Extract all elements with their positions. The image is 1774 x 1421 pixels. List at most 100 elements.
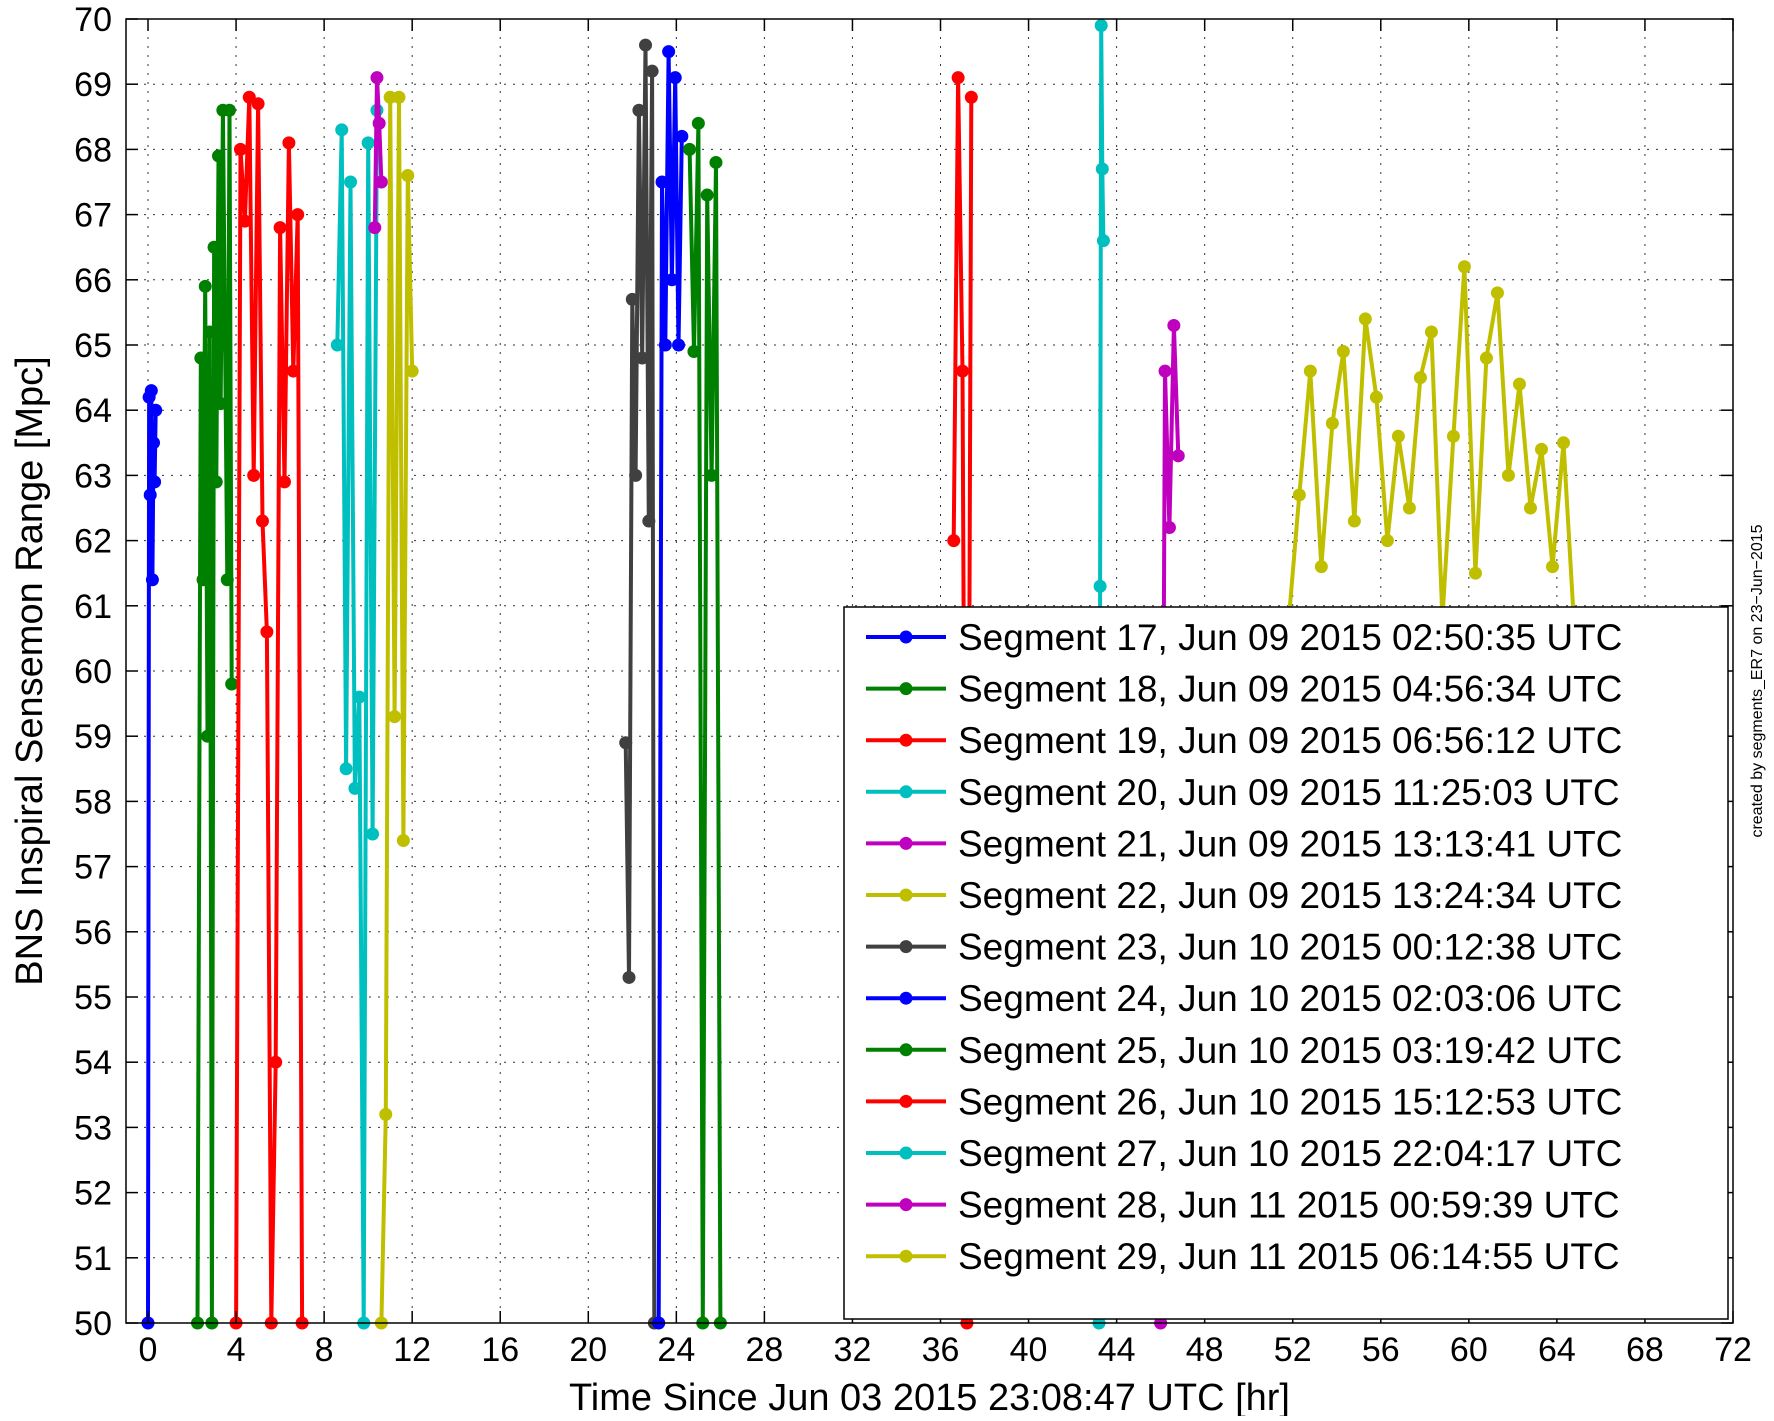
created-by-note: created by segments_ER7 on 23−Jun−2015 [1749, 524, 1766, 837]
y-tick-label: 55 [74, 979, 112, 1017]
data-point [625, 292, 639, 306]
legend-swatch-marker [899, 1043, 913, 1057]
data-point [366, 827, 380, 841]
data-point [1167, 318, 1181, 332]
legend-item: Segment 22, Jun 09 2015 13:24:34 UTC [866, 875, 1622, 916]
data-point [348, 781, 362, 795]
data-point [198, 279, 212, 293]
x-tick-label: 24 [657, 1331, 695, 1369]
data-point [196, 573, 210, 587]
x-tick-label: 64 [1538, 1331, 1576, 1369]
legend-swatch-marker [899, 1249, 913, 1263]
data-point [1468, 566, 1482, 580]
data-point [238, 214, 252, 228]
series-9 [683, 116, 727, 1330]
data-point [1369, 390, 1383, 404]
data-point [222, 103, 236, 117]
y-tick-label: 67 [74, 197, 112, 235]
legend-swatch-marker [899, 785, 913, 799]
legend-swatch-marker [899, 1198, 913, 1212]
data-point [374, 175, 388, 189]
data-point [639, 38, 653, 52]
data-point [1424, 325, 1438, 339]
legend-item: Segment 27, Jun 10 2015 22:04:17 UTC [866, 1133, 1622, 1174]
x-tick-label: 56 [1362, 1331, 1400, 1369]
data-point [200, 729, 214, 743]
data-point [1391, 429, 1405, 443]
legend-item: Segment 21, Jun 09 2015 13:13:41 UTC [866, 823, 1622, 864]
x-tick-label: 48 [1186, 1331, 1224, 1369]
legend-swatch-marker [899, 733, 913, 747]
data-point [683, 142, 697, 156]
y-tick-label: 69 [74, 66, 112, 104]
y-tick-label: 68 [74, 131, 112, 169]
data-point [629, 468, 643, 482]
data-point [251, 97, 265, 111]
x-tick-label: 20 [569, 1331, 607, 1369]
data-point [1556, 436, 1570, 450]
data-point [700, 188, 714, 202]
x-tick-label: 72 [1714, 1331, 1752, 1369]
legend-swatch-marker [899, 940, 913, 954]
data-point [379, 1107, 393, 1121]
legend-item: Segment 25, Jun 10 2015 03:19:42 UTC [866, 1030, 1622, 1071]
data-point [225, 677, 239, 691]
data-point [211, 149, 225, 163]
series-line [234, 95, 305, 1325]
x-tick-label: 32 [834, 1331, 872, 1369]
series-line [623, 43, 657, 1324]
data-point [352, 690, 366, 704]
data-point [709, 155, 723, 169]
data-point [405, 364, 419, 378]
legend-label: Segment 21, Jun 09 2015 13:13:41 UTC [958, 823, 1622, 864]
x-tick-label: 12 [393, 1331, 431, 1369]
data-point [269, 1055, 283, 1069]
data-point [149, 403, 163, 417]
axis-ticks: 0 4 8 12 16 20 24 28 32 36 40 44 48 52 56 60 64 68 7250515… [74, 1, 1752, 1369]
data-point [209, 475, 223, 489]
legend: Segment 17, Jun 09 2015 02:50:35 UTC Segm… [843, 606, 1729, 1320]
data-point [291, 208, 305, 222]
data-point [1534, 442, 1548, 456]
legend-label: Segment 17, Jun 09 2015 02:50:35 UTC [958, 617, 1622, 658]
series-line [335, 110, 379, 1325]
data-point [247, 468, 261, 482]
series-line [372, 75, 384, 228]
data-point [1094, 19, 1108, 33]
legend-swatch-marker [899, 888, 913, 902]
data-point [1457, 260, 1471, 274]
series-line [379, 95, 415, 1324]
legend-label: Segment 24, Jun 10 2015 02:03:06 UTC [958, 978, 1622, 1019]
y-tick-label: 57 [74, 849, 112, 887]
legend-label: Segment 28, Jun 11 2015 00:59:39 UTC [958, 1185, 1620, 1226]
data-point [370, 71, 384, 85]
data-point [277, 475, 291, 489]
series-line [656, 49, 684, 1324]
legend-swatch-marker [899, 630, 913, 644]
data-point [1402, 501, 1416, 515]
x-tick-label: 52 [1274, 1331, 1312, 1369]
legend-item: Segment 29, Jun 11 2015 06:14:55 UTC [866, 1236, 1620, 1277]
y-tick-label: 61 [74, 588, 112, 626]
data-point [1292, 488, 1306, 502]
legend-label: Segment 26, Jun 10 2015 15:12:53 UTC [958, 1081, 1622, 1122]
data-point [658, 338, 672, 352]
data-point [388, 710, 402, 724]
legend-swatch-marker [899, 991, 913, 1005]
legend-label: Segment 29, Jun 11 2015 06:14:55 UTC [958, 1236, 1620, 1277]
legend-item: Segment 26, Jun 10 2015 15:12:53 UTC [866, 1081, 1622, 1122]
data-point [1501, 468, 1515, 482]
x-tick-label: 44 [1098, 1331, 1136, 1369]
data-point [622, 970, 636, 984]
data-point [687, 345, 701, 359]
legend-label: Segment 23, Jun 10 2015 00:12:38 UTC [958, 927, 1622, 968]
x-tick-label: 16 [481, 1331, 519, 1369]
legend-box [843, 606, 1729, 1320]
legend-label: Segment 20, Jun 09 2015 11:25:03 UTC [958, 772, 1620, 813]
legend-label: Segment 25, Jun 10 2015 03:19:42 UTC [958, 1030, 1622, 1071]
x-tick-label: 28 [745, 1331, 783, 1369]
legend-item: Segment 23, Jun 10 2015 00:12:38 UTC [866, 927, 1622, 968]
data-point [194, 351, 208, 365]
